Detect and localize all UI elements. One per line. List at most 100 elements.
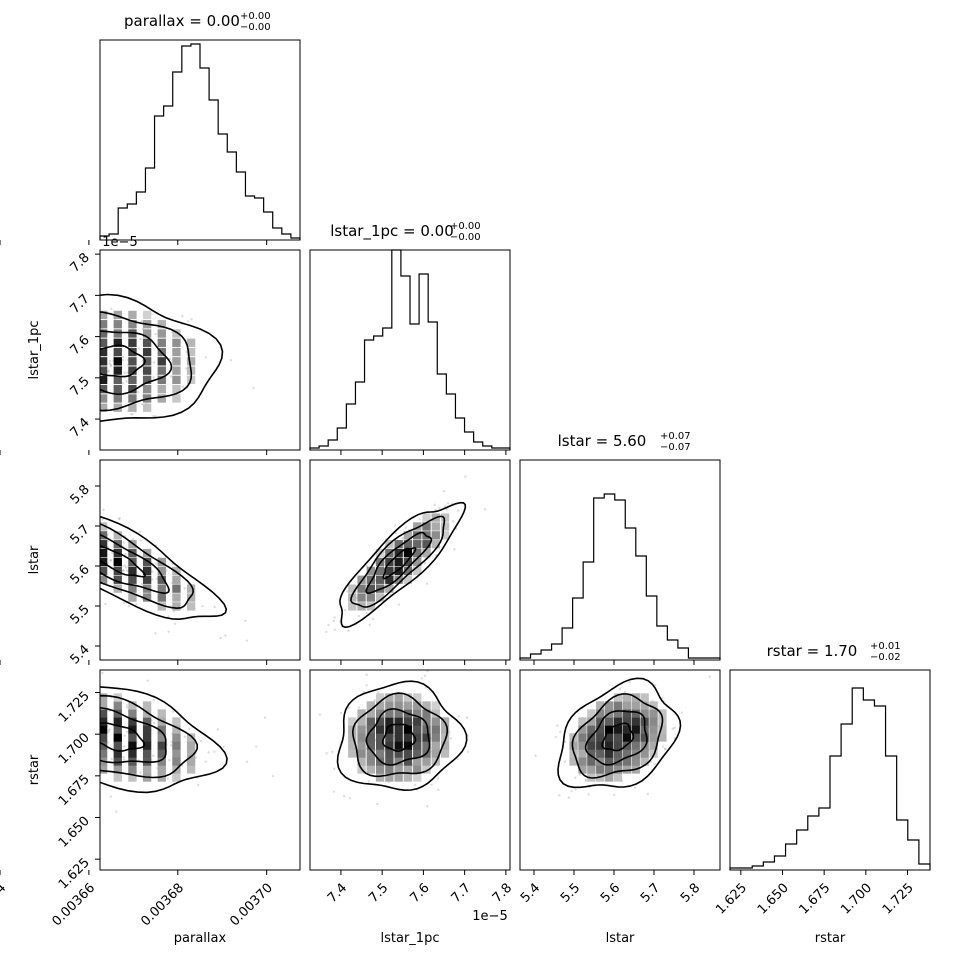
sample-point (628, 681, 631, 684)
density-cell (128, 593, 137, 602)
density-cell (172, 717, 181, 726)
sample-point (95, 394, 97, 396)
sample-point (9, 523, 11, 525)
density-cell (394, 757, 403, 766)
density-cell (357, 733, 366, 742)
sample-point (16, 763, 18, 765)
density-cell (84, 558, 92, 566)
sample-point (110, 757, 113, 761)
density-cell (403, 773, 413, 782)
sample-point (318, 713, 322, 716)
density-cell (157, 709, 166, 718)
density-cell (394, 749, 403, 758)
sample-point (152, 361, 156, 364)
density-cell (84, 765, 92, 773)
density-cell (172, 602, 181, 611)
density-cell (366, 701, 375, 710)
sample-point (151, 570, 154, 573)
histogram-lstar (519, 493, 721, 660)
density-cell (569, 757, 578, 766)
sample-point (404, 526, 408, 529)
sample-point (70, 567, 72, 569)
sample-point (89, 772, 91, 774)
sample-point (152, 698, 156, 701)
density-cell (631, 709, 640, 718)
density-cell (587, 757, 596, 766)
sample-point (554, 735, 558, 739)
density-cell (366, 741, 375, 750)
contour-2sigma (557, 677, 682, 789)
density-cell (613, 741, 623, 750)
sample-point (563, 740, 567, 743)
sample-point (52, 742, 54, 744)
sample-point (51, 317, 53, 319)
density-cell (142, 717, 152, 726)
x-tick-label: 1.725 (880, 881, 917, 918)
sample-point (106, 539, 110, 543)
density-cell (113, 329, 122, 338)
density-cell (385, 693, 394, 702)
sample-point (15, 530, 17, 532)
density-cell (394, 566, 403, 576)
density-cell (113, 773, 122, 782)
density-cell (172, 338, 181, 347)
sample-point (45, 507, 47, 509)
hist-frame-lstar_1pc (309, 249, 511, 451)
density-cell (587, 709, 596, 718)
sample-point (222, 745, 225, 748)
density-cell (128, 375, 137, 385)
sample-point (171, 710, 175, 713)
sample-point (109, 559, 112, 562)
density-cell (413, 557, 422, 567)
density-cell (100, 347, 108, 357)
density-cell (357, 749, 366, 758)
sample-point (61, 395, 63, 397)
density-cell (157, 749, 166, 758)
sample-point (97, 394, 99, 396)
sample-point (93, 723, 95, 725)
sample-point (27, 752, 29, 754)
y-tick-label: 1.700 (56, 730, 93, 767)
density-cell (172, 566, 181, 576)
density-cell (113, 375, 122, 385)
sample-point (252, 387, 255, 390)
sample-point (33, 508, 35, 510)
density-cell (157, 357, 166, 366)
density-cell (157, 733, 166, 742)
sample-point (263, 716, 267, 719)
density-cell (100, 394, 108, 403)
density-cell (394, 693, 403, 702)
y-axis-label-rstar: rstar (27, 754, 42, 785)
density-cell (128, 749, 137, 758)
density-cell (186, 338, 196, 347)
density-cell (403, 741, 413, 750)
sample-point (84, 707, 86, 709)
sample-point (94, 355, 96, 357)
density-cell (431, 749, 440, 758)
sample-point (38, 502, 40, 504)
density-cell (422, 522, 431, 531)
density-cell (431, 701, 440, 710)
density-cell (113, 575, 122, 584)
sample-point (327, 623, 330, 627)
sample-point (574, 776, 577, 779)
sample-point (64, 510, 66, 512)
sample-point (38, 741, 40, 743)
density-cell (622, 701, 632, 710)
sample-point (438, 506, 441, 509)
sample-point (154, 632, 157, 635)
density-cell (157, 394, 166, 403)
panel-frame-parallax-vs-rstar (99, 669, 301, 871)
sample-point (584, 778, 587, 782)
density-cell (100, 531, 108, 540)
density-cell (100, 733, 108, 742)
sample-point (90, 315, 92, 317)
title-sub-lstar_1pc: −0.00 (450, 232, 481, 243)
sample-point (57, 401, 59, 403)
sample-point (673, 726, 676, 730)
sample-point (93, 712, 95, 714)
sample-point (0, 500, 2, 502)
title-sub-parallax: −0.00 (240, 22, 271, 33)
sample-point (155, 577, 159, 581)
sample-point (140, 320, 144, 323)
